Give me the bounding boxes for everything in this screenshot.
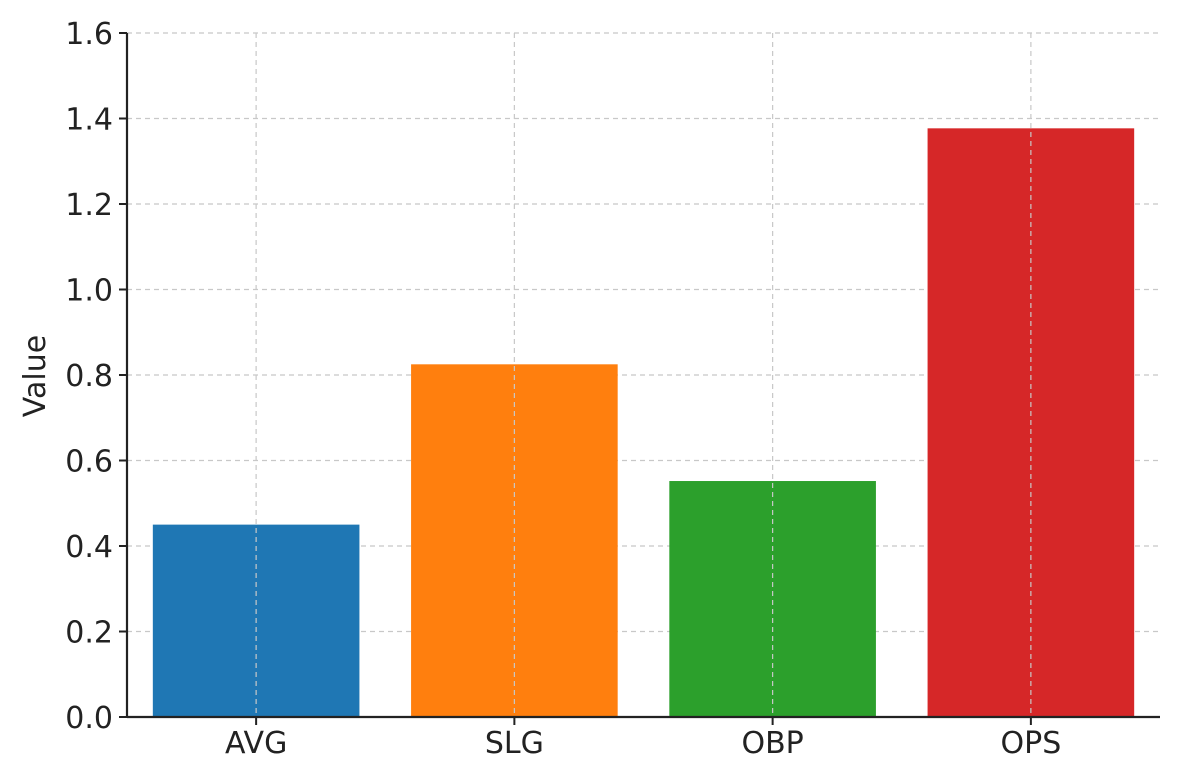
y-tick-label: 0.8 — [65, 359, 113, 394]
bars — [152, 128, 1135, 717]
x-tick-label: OBP — [741, 726, 803, 761]
x-tick-labels: AVG SLG OBP OPS — [225, 726, 1061, 761]
y-tick-labels: 0.0 0.2 0.4 0.6 0.8 1.0 1.2 1.4 1.6 — [65, 17, 113, 736]
x-tick-label: SLG — [485, 726, 544, 761]
y-tick-label: 0.6 — [65, 445, 113, 480]
y-axis-label: Value — [18, 335, 53, 417]
y-tick-label: 1.0 — [65, 274, 113, 309]
vertical-grid-lines — [255, 33, 1032, 717]
y-tick-label: 1.2 — [65, 188, 113, 223]
y-tick-label: 1.4 — [65, 103, 113, 138]
y-tick-label: 0.4 — [65, 530, 113, 565]
x-tick-label: AVG — [225, 726, 287, 761]
y-tick-label: 0.2 — [65, 616, 113, 651]
axes — [119, 32, 1160, 725]
y-tick-label: 0.0 — [65, 701, 113, 736]
y-tick-label: 1.6 — [65, 17, 113, 52]
x-tick-label: OPS — [1001, 726, 1062, 761]
